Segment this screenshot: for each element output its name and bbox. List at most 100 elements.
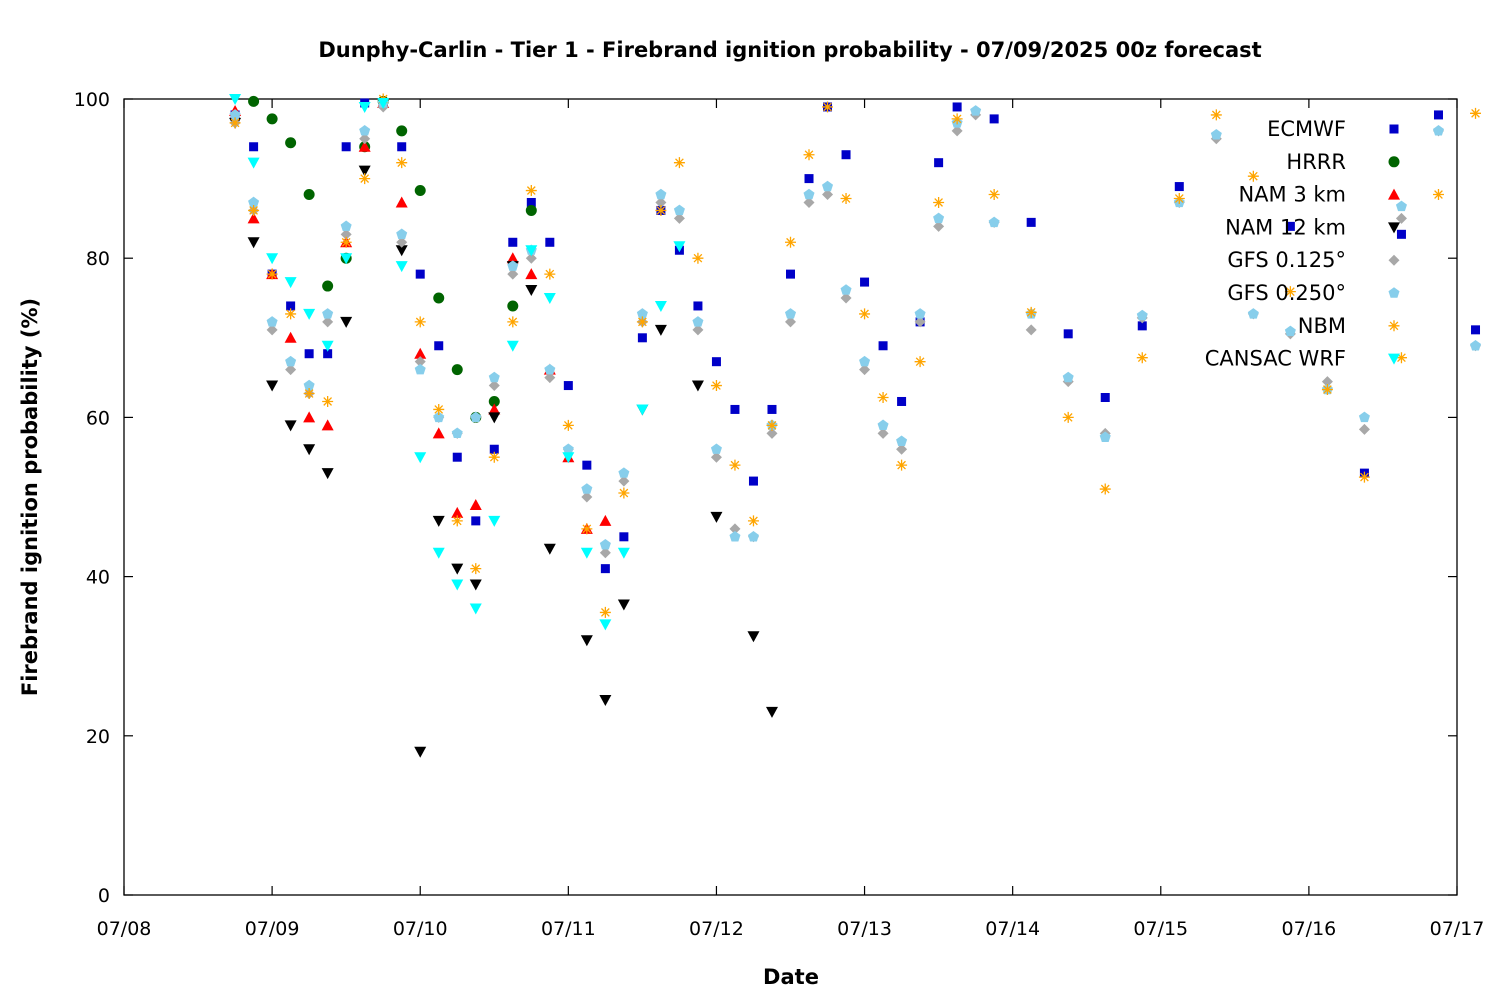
data-point	[563, 381, 573, 391]
data-point	[266, 316, 278, 327]
data-point	[933, 196, 945, 208]
legend-label: GFS 0.125°	[1227, 248, 1346, 272]
data-point	[1395, 212, 1407, 224]
data-point	[636, 308, 648, 319]
data-point	[303, 308, 316, 320]
data-point	[1247, 308, 1259, 319]
data-point	[452, 452, 462, 462]
data-point	[432, 427, 445, 439]
data-point	[470, 563, 482, 575]
data-point	[860, 277, 870, 287]
data-point	[1395, 200, 1407, 212]
data-point	[488, 515, 501, 527]
data-point	[1358, 423, 1370, 435]
data-point	[970, 105, 982, 116]
data-point	[673, 157, 685, 169]
data-point	[859, 355, 871, 367]
x-tick-label: 07/13	[837, 918, 892, 940]
plot-area	[229, 93, 1482, 758]
data-point	[617, 547, 630, 559]
data-point	[247, 212, 260, 224]
data-point	[340, 316, 353, 328]
data-point	[730, 404, 740, 414]
data-point	[1284, 286, 1296, 298]
data-point	[822, 101, 834, 113]
data-point	[286, 301, 296, 311]
x-tick-label: 07/17	[1430, 918, 1485, 940]
data-point	[1432, 125, 1444, 136]
data-point	[451, 515, 463, 527]
data-point	[747, 531, 759, 542]
series-cansac-wrf	[229, 94, 686, 631]
data-point	[914, 316, 926, 328]
x-axis: 07/08 07/09 07/10 07/11 07/12 07/13 07/14 07/15…	[97, 99, 1485, 940]
data-point	[1210, 109, 1222, 121]
data-point	[525, 252, 537, 264]
data-point	[692, 324, 704, 336]
data-point	[693, 301, 703, 311]
data-point	[1396, 229, 1406, 239]
data-point	[951, 113, 963, 125]
x-tick-label: 07/10	[393, 918, 448, 940]
legend-marker	[1388, 156, 1400, 168]
data-point	[1099, 431, 1111, 442]
data-point	[433, 411, 445, 423]
x-tick-label: 07/14	[985, 918, 1040, 940]
data-point	[1470, 339, 1482, 351]
data-point	[654, 324, 667, 336]
series-ecmwf	[230, 98, 1481, 574]
data-point	[341, 142, 351, 152]
data-point	[488, 451, 500, 463]
data-point	[415, 269, 425, 279]
data-point	[691, 380, 704, 392]
data-point	[488, 380, 500, 392]
legend-marker	[1389, 124, 1399, 134]
data-point	[358, 165, 371, 177]
data-point	[822, 189, 834, 201]
legend-label: HRRR	[1286, 150, 1346, 174]
y-tick-label: 40	[86, 567, 110, 589]
legend-marker	[1388, 320, 1400, 332]
data-point	[1100, 393, 1110, 402]
data-point	[544, 268, 556, 280]
data-point	[340, 228, 352, 240]
x-axis-label: Date	[763, 965, 819, 989]
data-point	[562, 452, 575, 464]
data-point	[359, 173, 371, 185]
data-point	[1470, 107, 1482, 119]
data-point	[359, 125, 371, 136]
data-point	[488, 371, 500, 383]
data-point	[229, 117, 241, 129]
legend-marker	[1388, 287, 1400, 298]
data-point	[729, 531, 741, 542]
data-point	[359, 133, 371, 145]
data-point	[1321, 376, 1333, 388]
data-point	[451, 427, 463, 439]
data-point	[655, 188, 667, 200]
data-point	[247, 157, 260, 169]
data-point	[247, 237, 260, 249]
data-point	[322, 395, 334, 407]
legend-label: GFS 0.250°	[1227, 281, 1346, 305]
data-point	[803, 149, 815, 161]
data-point	[414, 452, 427, 464]
data-point	[304, 349, 314, 359]
series-nbm	[229, 93, 1482, 618]
data-point	[655, 204, 667, 216]
x-tick-label: 07/16	[1282, 918, 1337, 940]
y-tick-label: 60	[86, 407, 110, 429]
data-point	[284, 277, 297, 289]
data-point	[507, 268, 519, 280]
data-point	[1247, 170, 1259, 182]
data-point	[395, 196, 408, 208]
data-point	[896, 443, 908, 455]
data-point	[1062, 371, 1074, 383]
data-point	[599, 606, 611, 618]
data-point	[673, 204, 685, 216]
data-point	[934, 158, 944, 168]
data-point	[692, 316, 704, 327]
legend-marker	[1388, 353, 1400, 365]
data-point	[840, 193, 852, 204]
data-point	[786, 269, 795, 279]
data-point	[599, 547, 611, 559]
